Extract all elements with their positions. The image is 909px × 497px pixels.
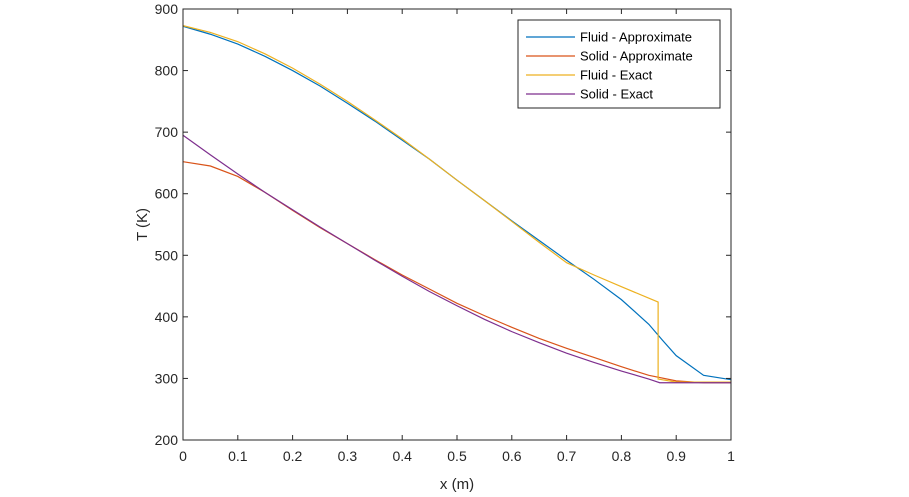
legend-label-0: Fluid - Approximate [580,30,692,45]
y-tick-label: 600 [155,186,179,202]
x-tick-label: 0.7 [557,448,577,464]
legend-box [517,19,721,109]
legend-items: Fluid - Approximate Solid - Approximate Fl… [526,30,693,102]
x-tick-label: 0 [179,448,187,464]
x-tick-label: 0.2 [283,448,303,464]
y-tick-label: 400 [155,309,179,325]
y-tick-label: 700 [155,124,179,140]
x-tick-label: 1 [727,448,735,464]
legend-label-1: Solid - Approximate [580,49,693,64]
legend: Fluid - Approximate Solid - Approximate Fl… [517,19,721,109]
series-line-3 [182,134,731,384]
x-tick-label: 0.1 [228,448,248,464]
x-tick-label: 0.8 [612,448,632,464]
x-tick-label: 0.4 [392,448,412,464]
y-tick-label: 800 [155,63,179,79]
x-axis-label: x (m) [440,476,474,493]
x-tick-label: 0.9 [666,448,686,464]
legend-label-2: Fluid - Exact [580,68,653,83]
series-line-2 [182,25,731,383]
y-tick-label: 200 [155,432,179,448]
y-axis: 200 300 400 500 600 700 800 900 [155,1,731,448]
legend-label-3: Solid - Exact [580,87,653,102]
y-tick-label: 500 [155,247,179,263]
y-axis-label: T (K) [134,208,151,241]
x-axis: 0 0.1 0.2 0.3 0.4 0.5 0.6 0.7 0.8 0.9 1 [179,9,735,464]
y-tick-label: 900 [155,1,179,17]
x-tick-label: 0.5 [447,448,467,464]
series-layer [182,25,732,384]
x-tick-label: 0.3 [338,448,358,464]
y-tick-label: 300 [155,370,179,386]
x-tick-label: 0.6 [502,448,522,464]
